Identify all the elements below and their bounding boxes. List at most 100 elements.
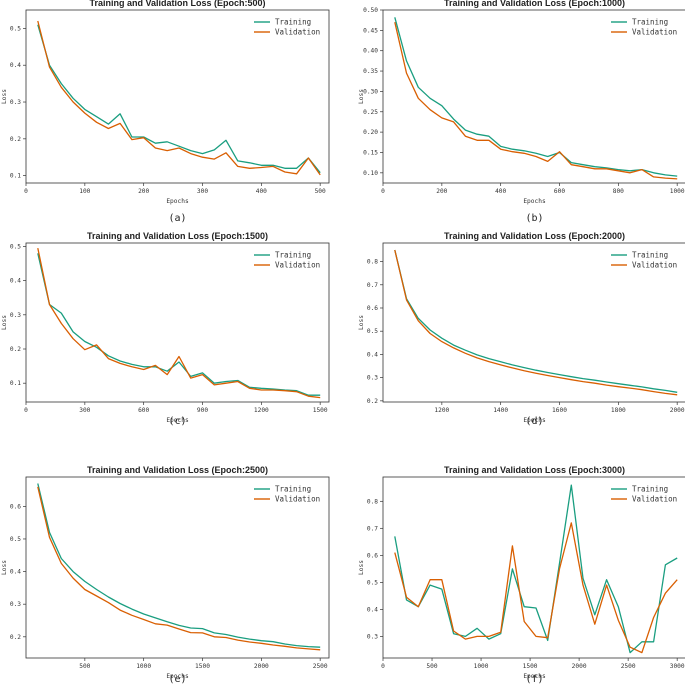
chart-title: Training and Validation Loss (Epoch:500) bbox=[89, 0, 265, 8]
x-tick-label: 300 bbox=[197, 188, 208, 195]
series-line-training bbox=[37, 24, 321, 174]
y-tick-label: 0.4 bbox=[367, 606, 378, 613]
chart-title: Training and Validation Loss (Epoch:1000… bbox=[444, 0, 625, 8]
y-tick-label: 0.45 bbox=[363, 27, 378, 34]
plot-frame bbox=[382, 9, 685, 184]
x-tick-label: 200 bbox=[436, 188, 447, 195]
y-tick-label: 0.3 bbox=[367, 375, 378, 382]
plot-frame bbox=[382, 476, 685, 659]
panel-caption: (a) bbox=[168, 213, 186, 224]
y-tick-label: 0.10 bbox=[363, 170, 378, 177]
y-axis-label: Loss bbox=[1, 89, 8, 104]
chart-title: Training and Validation Loss (Epoch:3000… bbox=[444, 465, 625, 475]
x-axis-label: Epochs bbox=[523, 198, 546, 205]
y-tick-label: 0.50 bbox=[363, 7, 378, 14]
y-tick-label: 0.1 bbox=[10, 173, 21, 180]
x-tick-label: 2000 bbox=[670, 407, 685, 414]
y-tick-label: 0.2 bbox=[10, 346, 21, 353]
legend-label-validation: Validation bbox=[632, 28, 677, 37]
chart-panel-d: Training and Validation Loss (Epoch:2000… bbox=[358, 231, 685, 427]
series-line-validation bbox=[37, 486, 321, 651]
x-tick-label: 800 bbox=[613, 188, 624, 195]
x-tick-label: 1200 bbox=[434, 407, 449, 414]
series-line-training bbox=[394, 249, 678, 393]
x-tick-label: 1800 bbox=[611, 407, 626, 414]
y-tick-label: 0.35 bbox=[363, 68, 378, 75]
chart-title: Training and Validation Loss (Epoch:2000… bbox=[444, 231, 625, 241]
series-line-validation bbox=[37, 20, 321, 176]
x-tick-label: 400 bbox=[495, 188, 506, 195]
legend-label-validation: Validation bbox=[275, 261, 320, 270]
x-tick-label: 1500 bbox=[195, 663, 210, 670]
legend-label-training: Training bbox=[632, 485, 668, 494]
x-tick-label: 500 bbox=[79, 663, 90, 670]
series-line-training bbox=[394, 17, 678, 177]
x-tick-label: 500 bbox=[426, 663, 437, 670]
series-line-training bbox=[37, 483, 321, 648]
y-tick-label: 0.8 bbox=[367, 498, 378, 505]
y-tick-label: 0.3 bbox=[367, 633, 378, 640]
chart-panel-a: Training and Validation Loss (Epoch:500)… bbox=[1, 0, 330, 224]
panel-caption: (f) bbox=[525, 674, 543, 685]
plot-frame bbox=[25, 9, 330, 184]
legend-label-validation: Validation bbox=[275, 495, 320, 504]
x-tick-label: 0 bbox=[24, 407, 28, 414]
y-tick-label: 0.4 bbox=[10, 278, 21, 285]
legend-label-training: Training bbox=[632, 251, 668, 260]
x-tick-label: 1000 bbox=[474, 663, 489, 670]
y-tick-label: 0.25 bbox=[363, 109, 378, 116]
series-line-training bbox=[37, 253, 321, 396]
y-tick-label: 0.20 bbox=[363, 129, 378, 136]
x-tick-label: 1000 bbox=[136, 663, 151, 670]
panel-caption: (c) bbox=[168, 416, 186, 427]
y-axis-label: Loss bbox=[1, 315, 8, 330]
y-tick-label: 0.15 bbox=[363, 149, 378, 156]
y-tick-label: 0.5 bbox=[367, 328, 378, 335]
y-tick-label: 0.2 bbox=[10, 634, 21, 641]
y-tick-label: 0.1 bbox=[10, 380, 21, 387]
series-line-validation bbox=[394, 22, 678, 180]
y-tick-label: 0.4 bbox=[10, 569, 21, 576]
x-tick-label: 0 bbox=[381, 663, 385, 670]
y-tick-label: 0.4 bbox=[367, 351, 378, 358]
x-tick-label: 1000 bbox=[670, 188, 685, 195]
legend-label-validation: Validation bbox=[632, 495, 677, 504]
y-tick-label: 0.3 bbox=[10, 312, 21, 319]
x-axis-label: Epochs bbox=[523, 417, 546, 424]
x-tick-label: 400 bbox=[256, 188, 267, 195]
x-tick-label: 2500 bbox=[621, 663, 636, 670]
chart-title: Training and Validation Loss (Epoch:1500… bbox=[87, 231, 268, 241]
y-tick-label: 0.6 bbox=[10, 503, 21, 510]
panel-caption: (b) bbox=[525, 213, 543, 224]
y-tick-label: 0.5 bbox=[10, 25, 21, 32]
y-tick-label: 0.7 bbox=[367, 282, 378, 289]
series-line-validation bbox=[37, 247, 321, 399]
y-axis-label: Loss bbox=[358, 315, 365, 330]
panel-caption: (d) bbox=[525, 416, 543, 427]
x-tick-label: 3000 bbox=[670, 663, 685, 670]
y-axis-label: Loss bbox=[358, 89, 365, 104]
x-axis-label: Epochs bbox=[523, 673, 546, 680]
plot-frame bbox=[25, 242, 330, 403]
plot-frame bbox=[382, 242, 685, 403]
x-tick-label: 1200 bbox=[254, 407, 269, 414]
x-tick-label: 0 bbox=[381, 188, 385, 195]
y-tick-label: 0.6 bbox=[367, 305, 378, 312]
y-tick-label: 0.3 bbox=[10, 601, 21, 608]
y-tick-label: 0.5 bbox=[367, 579, 378, 586]
legend-label-training: Training bbox=[275, 18, 311, 27]
chart-panel-b: Training and Validation Loss (Epoch:1000… bbox=[358, 0, 685, 224]
x-axis-label: Epochs bbox=[166, 673, 189, 680]
chart-title: Training and Validation Loss (Epoch:2500… bbox=[87, 465, 268, 475]
y-axis-label: Loss bbox=[358, 560, 365, 575]
x-tick-label: 2000 bbox=[254, 663, 269, 670]
legend-label-training: Training bbox=[275, 485, 311, 494]
x-tick-label: 600 bbox=[554, 188, 565, 195]
series-line-validation bbox=[394, 249, 678, 396]
x-tick-label: 1400 bbox=[493, 407, 508, 414]
y-tick-label: 0.5 bbox=[10, 243, 21, 250]
legend-label-training: Training bbox=[275, 251, 311, 260]
x-tick-label: 1500 bbox=[313, 407, 328, 414]
